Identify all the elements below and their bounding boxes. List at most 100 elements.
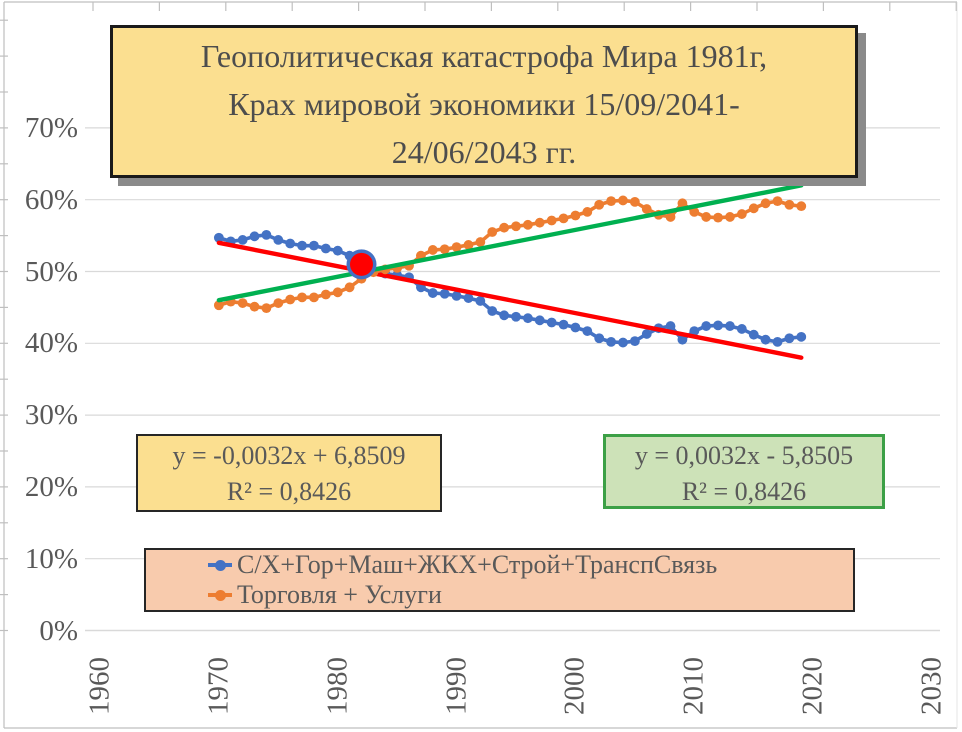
data-point-marker <box>641 204 652 214</box>
data-point-marker <box>309 240 319 251</box>
data-point-marker <box>475 296 486 306</box>
trendline <box>216 183 804 303</box>
data-point-marker <box>261 303 272 314</box>
data-point-marker <box>736 324 747 334</box>
data-point-marker <box>594 333 605 344</box>
legend-item: Торговля + Услуги <box>146 580 853 610</box>
data-point-marker <box>213 232 224 243</box>
data-point-marker <box>511 311 521 322</box>
data-point-marker <box>499 310 510 321</box>
data-point-marker <box>748 329 759 340</box>
data-point-marker <box>748 203 759 214</box>
data-point-marker <box>582 326 593 336</box>
chart-title-line: 24/06/2043 гг. <box>391 134 577 170</box>
data-point-marker <box>689 207 700 217</box>
trendline-equation: y = 0,0032x - 5,8505 <box>634 441 854 470</box>
data-point-marker <box>713 320 723 331</box>
data-point-marker <box>689 326 700 336</box>
y-axis-tick-label: 30% <box>24 399 78 432</box>
data-point-marker <box>736 209 747 219</box>
data-point-marker <box>273 235 284 245</box>
data-point-marker <box>582 207 593 217</box>
highlight-point <box>349 252 373 276</box>
data-point-marker <box>285 294 296 305</box>
legend-item: С/Х+Гор+Маш+ЖКХ+Строй+ТранспСвязь <box>146 550 853 580</box>
data-point-marker <box>772 196 783 207</box>
data-point-marker <box>618 337 628 348</box>
data-point-marker <box>249 301 260 312</box>
data-point-marker <box>796 201 807 212</box>
data-point-marker <box>320 243 331 254</box>
y-axis-tick-label: 20% <box>24 470 78 503</box>
trendline-r-squared: R² = 0,8426 <box>681 477 807 506</box>
data-point-marker <box>261 229 272 240</box>
data-point-marker <box>784 199 795 210</box>
data-point-marker <box>784 333 795 344</box>
data-point-marker <box>546 317 557 328</box>
legend-marker-orange-icon <box>208 589 232 601</box>
data-point-marker <box>796 331 807 342</box>
data-point-marker <box>677 334 688 345</box>
data-point-marker <box>618 195 628 206</box>
data-point-marker <box>487 227 498 237</box>
y-axis-tick-label: 0% <box>39 614 78 647</box>
x-axis-tick-label: 2020 <box>796 657 829 715</box>
trendline-r-squared: R² = 0,8426 <box>226 477 352 506</box>
trendline-equation-box-green: y = 0,0032x - 5,8505 R² = 0,8426 <box>603 434 885 509</box>
x-axis-tick-label: 2010 <box>677 657 710 715</box>
x-axis-tick-label: 1980 <box>321 657 354 715</box>
data-point-marker <box>451 291 462 301</box>
data-point-marker <box>285 238 296 249</box>
y-axis-tick-label: 50% <box>24 255 78 288</box>
data-point-marker <box>320 289 331 300</box>
data-point-marker <box>487 306 498 316</box>
data-point-marker <box>463 293 474 303</box>
data-point-marker <box>713 212 723 223</box>
data-point-marker <box>665 321 676 331</box>
data-point-marker <box>606 196 616 207</box>
data-point-marker <box>344 282 355 293</box>
data-point-marker <box>499 222 510 233</box>
data-point-marker <box>701 212 712 222</box>
data-point-marker <box>665 212 676 222</box>
data-point-marker <box>570 210 581 221</box>
data-point-marker <box>451 242 462 252</box>
data-point-marker <box>273 298 284 308</box>
chart-title-box: Геополитическая катастрофа Мира 1981г, К… <box>110 25 858 178</box>
data-point-marker <box>725 321 735 331</box>
data-point-marker <box>511 221 521 232</box>
data-point-marker <box>594 199 605 210</box>
x-axis-tick-label: 2000 <box>558 657 591 715</box>
data-point-marker <box>760 198 771 209</box>
data-point-marker <box>213 300 224 311</box>
trendline-equation: y = -0,0032x + 6,8509 <box>172 441 406 470</box>
y-axis-tick-label: 40% <box>24 327 78 360</box>
trendline-equation-box-red: y = -0,0032x + 6,8509 R² = 0,8426 <box>136 434 442 512</box>
x-axis-tick-label: 1960 <box>83 657 116 715</box>
legend: С/Х+Гор+Маш+ЖКХ+Строй+ТранспСвязь Торгов… <box>144 548 855 612</box>
y-axis-tick-label: 60% <box>24 183 78 216</box>
data-point-marker <box>641 329 652 339</box>
data-point-marker <box>427 288 438 298</box>
data-point-marker <box>237 298 248 308</box>
data-point-marker <box>629 336 640 347</box>
data-point-marker <box>522 219 533 230</box>
data-point-marker <box>439 244 450 255</box>
data-point-marker <box>297 292 307 303</box>
trendline <box>216 240 804 360</box>
data-point-marker <box>522 313 533 324</box>
x-axis-tick-label: 2030 <box>915 657 948 715</box>
chart-title-line: Крах мировой экономики 15/09/2041- <box>228 86 740 122</box>
data-point-marker <box>297 240 307 251</box>
data-point-marker <box>701 321 712 331</box>
data-point-marker <box>546 215 557 226</box>
legend-label: Торговля + Услуги <box>237 580 442 609</box>
data-point-marker <box>439 288 450 299</box>
data-point-marker <box>570 322 581 333</box>
data-point-marker <box>534 217 545 228</box>
data-point-marker <box>332 245 343 256</box>
data-point-marker <box>463 240 474 250</box>
legend-label: С/Х+Гор+Маш+ЖКХ+Строй+ТранспСвязь <box>237 550 718 579</box>
